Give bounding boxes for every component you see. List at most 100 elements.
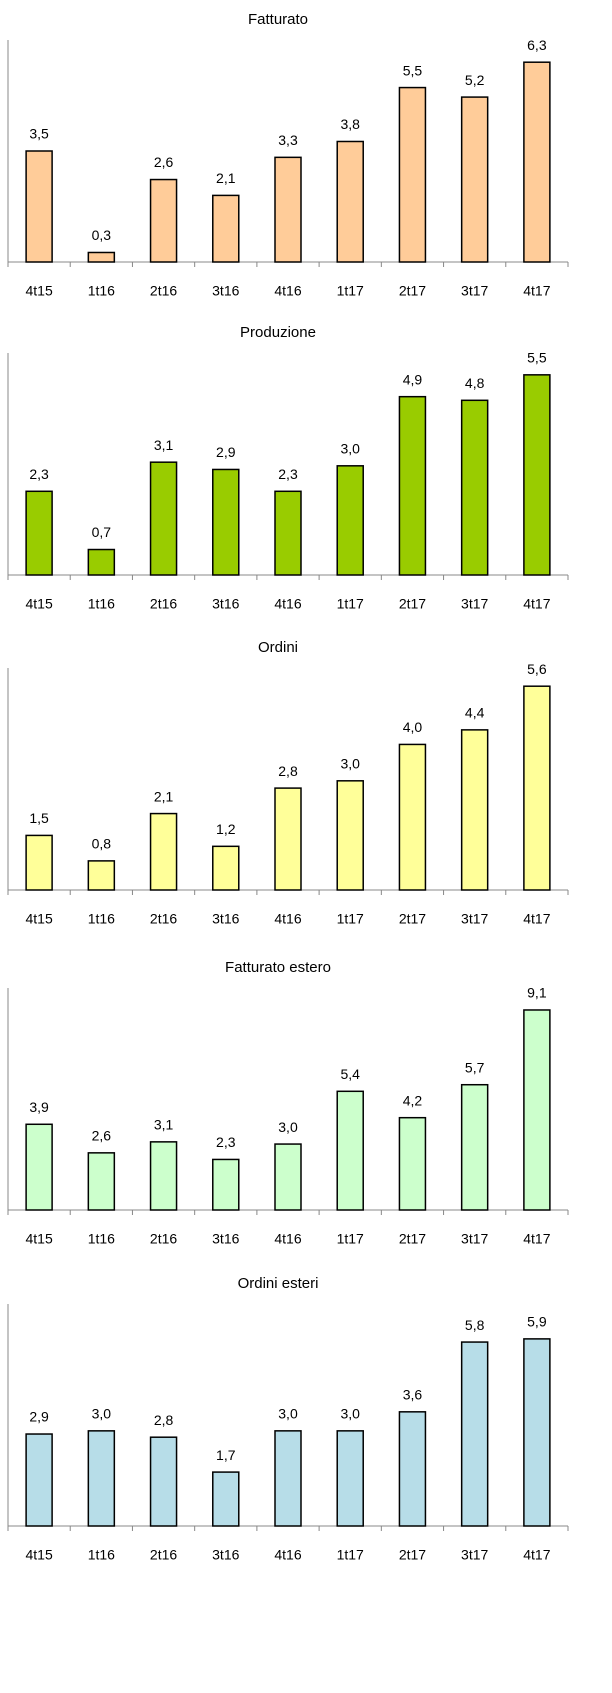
value-label: 1,7 xyxy=(216,1447,236,1463)
x-tick-label: 3t17 xyxy=(461,596,488,612)
value-label: 4,0 xyxy=(403,719,423,735)
x-tick-label: 4t17 xyxy=(523,596,550,612)
x-tick-label: 1t16 xyxy=(88,283,115,299)
bar xyxy=(523,1009,551,1211)
bar xyxy=(460,399,489,576)
value-label: 5,5 xyxy=(403,62,423,78)
value-label: 2,9 xyxy=(216,444,236,460)
value-label: 3,9 xyxy=(29,1099,49,1115)
x-tick-label: 4t17 xyxy=(523,1547,550,1563)
x-tick-label: 4t17 xyxy=(523,283,550,299)
x-tick-label: 3t17 xyxy=(461,283,488,299)
bar xyxy=(149,1141,178,1211)
bar xyxy=(460,1341,489,1527)
value-label: 3,1 xyxy=(154,1117,174,1133)
bar xyxy=(25,490,53,576)
x-tick-label: 4t15 xyxy=(25,283,52,299)
value-label: 3,0 xyxy=(278,1119,298,1135)
x-tick-label: 1t17 xyxy=(337,911,364,927)
value-label: 3,0 xyxy=(278,1406,298,1422)
value-label: 3,1 xyxy=(154,437,174,453)
x-tick-label: 2t17 xyxy=(399,596,426,612)
bar xyxy=(274,490,302,576)
value-label: 5,5 xyxy=(527,350,547,366)
x-tick-label: 2t16 xyxy=(150,1547,177,1563)
bar xyxy=(274,1143,302,1211)
bar xyxy=(87,251,116,263)
x-tick-label: 1t16 xyxy=(88,1231,115,1247)
value-label: 5,9 xyxy=(527,1314,547,1330)
value-label: 3,6 xyxy=(403,1387,423,1403)
x-tick-label: 4t16 xyxy=(274,911,301,927)
bar xyxy=(25,150,53,263)
x-tick-label: 3t17 xyxy=(461,1547,488,1563)
x-tick-label: 1t17 xyxy=(337,1547,364,1563)
x-tick-label: 2t17 xyxy=(399,283,426,299)
x-tick-label: 4t16 xyxy=(274,1547,301,1563)
bar xyxy=(212,468,240,576)
bar xyxy=(25,1433,53,1527)
x-tick-label: 4t17 xyxy=(523,911,550,927)
bar xyxy=(523,685,551,891)
x-tick-label: 1t16 xyxy=(88,596,115,612)
bar xyxy=(274,156,302,263)
value-label: 9,1 xyxy=(527,985,547,1001)
value-label: 4,8 xyxy=(465,375,485,391)
bar xyxy=(87,548,116,576)
bar xyxy=(336,780,364,891)
bar xyxy=(212,1471,240,1527)
value-label: 1,2 xyxy=(216,821,236,837)
x-tick-label: 3t16 xyxy=(212,1547,239,1563)
value-label: 3,0 xyxy=(92,1406,112,1422)
chart-title: Ordini xyxy=(258,639,298,656)
value-label: 2,6 xyxy=(92,1128,112,1144)
x-tick-label: 3t17 xyxy=(461,911,488,927)
value-label: 2,6 xyxy=(154,154,174,170)
bar xyxy=(398,86,427,263)
bar xyxy=(398,743,427,891)
value-label: 2,3 xyxy=(216,1134,236,1150)
value-label: 2,1 xyxy=(216,170,236,186)
bar xyxy=(274,1430,302,1527)
bar xyxy=(336,465,364,576)
bar xyxy=(212,1158,240,1211)
x-tick-label: 1t16 xyxy=(88,1547,115,1563)
x-tick-label: 2t16 xyxy=(150,596,177,612)
value-label: 2,1 xyxy=(154,788,174,804)
value-label: 2,8 xyxy=(154,1412,174,1428)
value-label: 2,8 xyxy=(278,763,298,779)
bar xyxy=(212,194,240,263)
value-label: 1,5 xyxy=(29,810,49,826)
bar xyxy=(460,96,489,263)
chart-title: Ordini esteri xyxy=(238,1275,319,1292)
value-label: 2,3 xyxy=(278,466,298,482)
x-tick-label: 3t16 xyxy=(212,1231,239,1247)
x-tick-label: 2t17 xyxy=(399,911,426,927)
bar xyxy=(87,1152,116,1211)
chart-title: Fatturato estero xyxy=(225,959,331,976)
bar xyxy=(25,1123,53,1211)
x-tick-label: 1t17 xyxy=(337,283,364,299)
bar xyxy=(212,845,240,891)
x-tick-label: 2t16 xyxy=(150,911,177,927)
bar xyxy=(149,1436,178,1527)
bar xyxy=(274,787,302,891)
value-label: 3,0 xyxy=(340,1406,360,1422)
bar xyxy=(25,834,53,891)
x-tick-label: 3t16 xyxy=(212,596,239,612)
x-tick-label: 2t17 xyxy=(399,1547,426,1563)
x-tick-label: 1t17 xyxy=(337,1231,364,1247)
chart-title: Produzione xyxy=(240,324,316,341)
x-tick-label: 2t17 xyxy=(399,1231,426,1247)
value-label: 5,8 xyxy=(465,1317,485,1333)
x-tick-label: 3t16 xyxy=(212,911,239,927)
bar xyxy=(149,461,178,576)
bar xyxy=(336,140,364,263)
x-tick-label: 3t17 xyxy=(461,1231,488,1247)
value-label: 3,3 xyxy=(278,132,298,148)
value-label: 5,7 xyxy=(465,1059,485,1075)
value-label: 5,4 xyxy=(340,1066,360,1082)
bar xyxy=(398,1411,427,1527)
value-label: 4,9 xyxy=(403,371,423,387)
